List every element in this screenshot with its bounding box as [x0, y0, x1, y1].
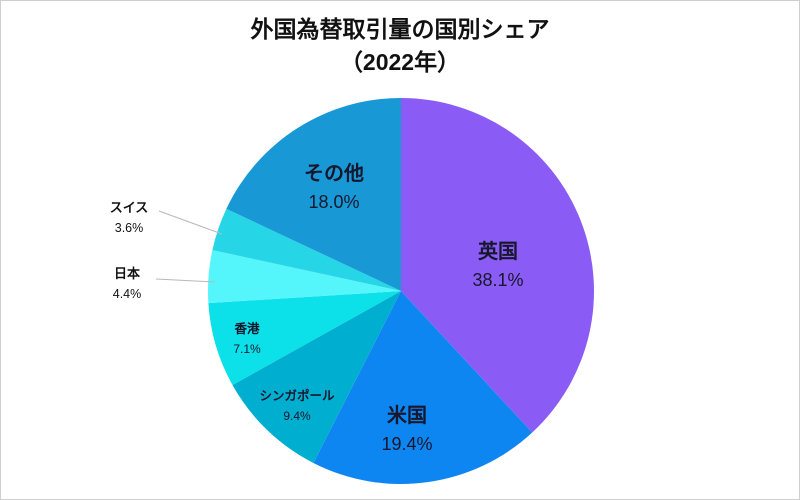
slice-label-uk-name: 英国 [477, 241, 518, 263]
pie-slice-2 [232, 291, 401, 463]
slice-label-other-pct: 18.0% [308, 192, 360, 212]
pie-slice-1 [313, 291, 533, 484]
pie-slice-4 [207, 250, 401, 304]
slice-label-singapore: シンガポール 9.4% [259, 385, 334, 423]
chart-title-line2: （2022年） [339, 49, 461, 76]
slice-label-us: 米国 19.4% [381, 399, 432, 455]
slice-label-hongkong-name: 香港 [234, 322, 260, 336]
slice-label-singapore-pct: 9.4% [283, 409, 311, 423]
slice-label-other-name: その他 [304, 163, 364, 185]
slice-label-japan-pct: 4.4% [112, 287, 142, 301]
slice-label-hongkong: 香港 7.1% [233, 318, 260, 356]
chart-title-line1: 外国為替取引量の国別シェア [250, 16, 550, 42]
pie-slices [207, 98, 595, 484]
slice-label-switzerland-pct: 3.6% [114, 221, 144, 235]
leader-line-japan [155, 278, 216, 283]
pie-slice-5 [212, 208, 401, 291]
slice-label-us-name: 米国 [386, 405, 427, 427]
chart-title: 外国為替取引量の国別シェア （2022年） [1, 13, 799, 80]
slice-label-switzerland: スイス 3.6% [110, 197, 149, 235]
slice-label-us-pct: 19.4% [381, 434, 433, 454]
slice-label-uk-pct: 38.1% [472, 270, 524, 290]
slice-label-other: その他 18.0% [304, 157, 364, 213]
pie-slice-6 [226, 98, 401, 291]
slice-label-singapore-name: シンガポール [259, 389, 335, 403]
pie-slice-0 [401, 98, 595, 433]
leader-lines [155, 210, 223, 283]
leader-line-switzerland [158, 210, 223, 235]
slice-label-japan: 日本 4.4% [113, 263, 142, 301]
slice-label-switzerland-name: スイス [109, 200, 149, 215]
slice-label-japan-name: 日本 [113, 266, 140, 281]
slice-label-hongkong-pct: 7.1% [233, 342, 261, 356]
slice-label-uk: 英国 38.1% [472, 235, 523, 291]
pie-slice-3 [208, 291, 401, 386]
